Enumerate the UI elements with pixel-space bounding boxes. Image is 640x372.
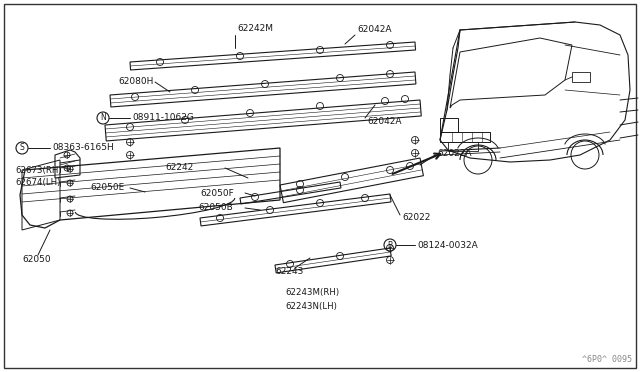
Text: N: N bbox=[100, 113, 106, 122]
Text: 62080H: 62080H bbox=[118, 77, 154, 87]
Text: 08363-6165H: 08363-6165H bbox=[52, 144, 114, 153]
Text: 62050F: 62050F bbox=[200, 189, 234, 198]
Text: 62042A: 62042A bbox=[367, 118, 401, 126]
Text: 62050E: 62050E bbox=[90, 183, 124, 192]
Text: 08911-1062G: 08911-1062G bbox=[132, 113, 194, 122]
Text: 62242M: 62242M bbox=[237, 24, 273, 33]
Text: 62022: 62022 bbox=[402, 214, 430, 222]
Text: 08124-0032A: 08124-0032A bbox=[417, 241, 477, 250]
Text: ^6P0^ 0095: ^6P0^ 0095 bbox=[582, 355, 632, 364]
Text: 62242: 62242 bbox=[165, 163, 193, 171]
Bar bbox=[440, 118, 458, 132]
Text: S: S bbox=[20, 144, 24, 153]
Text: B: B bbox=[387, 241, 392, 250]
Bar bbox=[440, 132, 490, 142]
Text: 62674(LH): 62674(LH) bbox=[15, 177, 60, 186]
Text: 62243N(LH): 62243N(LH) bbox=[285, 301, 337, 311]
Text: 62243: 62243 bbox=[275, 267, 303, 276]
Text: 62022A: 62022A bbox=[437, 150, 472, 158]
Text: 62050B: 62050B bbox=[198, 203, 233, 212]
Bar bbox=[572, 72, 590, 82]
Bar bbox=[448, 142, 478, 151]
Text: 62050: 62050 bbox=[22, 256, 51, 264]
Text: 62673(RH): 62673(RH) bbox=[15, 166, 61, 174]
Text: 62243M(RH): 62243M(RH) bbox=[285, 289, 339, 298]
Text: 62042A: 62042A bbox=[357, 25, 392, 34]
